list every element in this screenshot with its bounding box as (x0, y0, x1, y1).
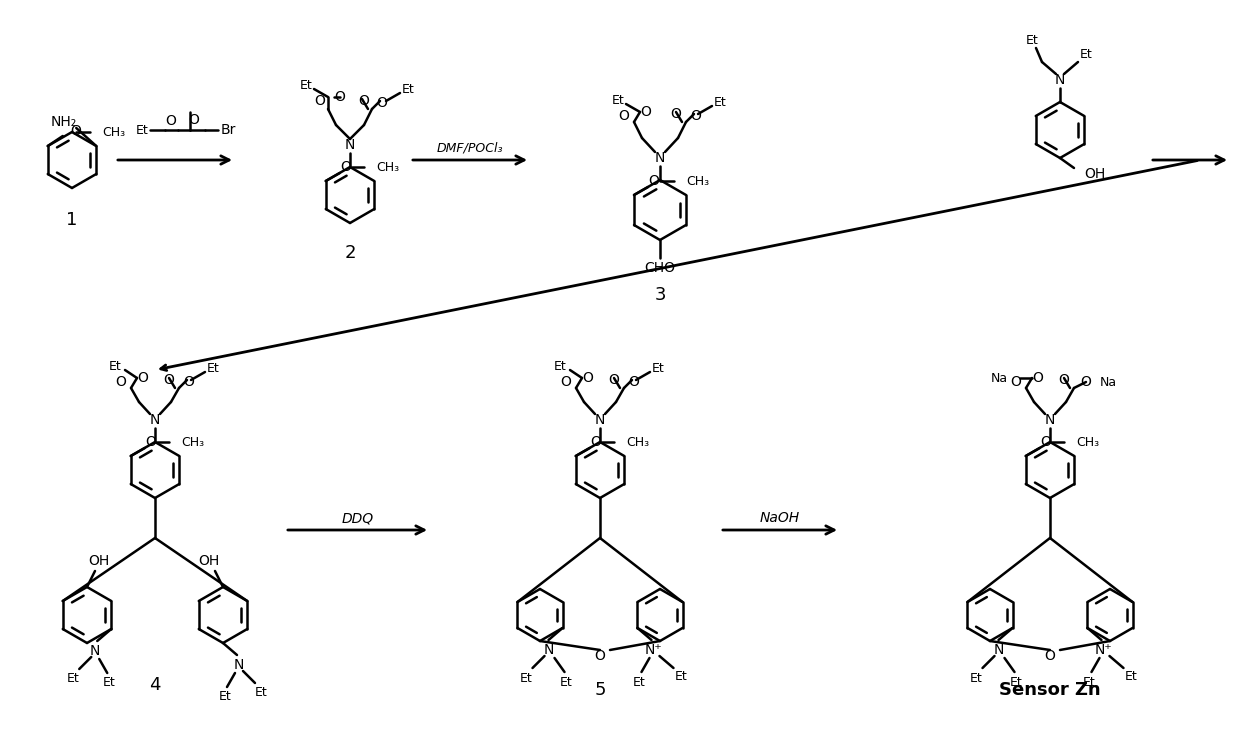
Text: O: O (1040, 435, 1052, 449)
Text: Et: Et (714, 95, 727, 109)
Text: O: O (649, 174, 660, 188)
Text: CH₃: CH₃ (626, 435, 649, 448)
Text: N⁺: N⁺ (1095, 643, 1112, 657)
Text: Et: Et (67, 672, 79, 685)
Text: O: O (560, 375, 572, 389)
Text: Et: Et (675, 669, 688, 682)
Text: Et: Et (1080, 47, 1092, 61)
Text: N: N (91, 644, 100, 658)
Text: N: N (234, 658, 244, 672)
Text: CH₃: CH₃ (102, 125, 125, 139)
Text: O: O (184, 375, 195, 389)
Text: O: O (335, 90, 346, 104)
Text: O: O (691, 109, 702, 123)
Text: Et: Et (520, 671, 533, 685)
Text: O: O (69, 124, 81, 138)
Text: Et: Et (402, 82, 414, 95)
Text: DDQ: DDQ (342, 511, 374, 525)
Text: 3: 3 (655, 286, 666, 304)
Text: O: O (164, 373, 175, 387)
Text: Et: Et (560, 676, 573, 688)
Text: Et: Et (1125, 669, 1138, 682)
Text: N⁺: N⁺ (645, 643, 662, 657)
Text: O: O (590, 435, 601, 449)
Text: O: O (1059, 373, 1069, 387)
Text: N: N (345, 138, 355, 152)
Text: Et: Et (634, 676, 646, 688)
Text: O: O (340, 160, 351, 174)
Text: O: O (1033, 371, 1043, 385)
Text: OH: OH (1084, 167, 1105, 181)
Text: O: O (1044, 649, 1055, 663)
Text: O: O (594, 649, 605, 663)
Text: 1: 1 (66, 211, 78, 229)
Text: 5: 5 (594, 681, 606, 699)
Text: CH₃: CH₃ (686, 174, 709, 187)
Text: O: O (619, 109, 630, 123)
Text: O: O (166, 114, 176, 128)
Text: 4: 4 (149, 676, 161, 694)
Text: CH₃: CH₃ (1076, 435, 1099, 448)
Text: CHO: CHO (645, 261, 676, 275)
Text: Br: Br (221, 123, 236, 137)
Text: Et: Et (103, 677, 115, 690)
Text: Et: Et (611, 93, 625, 106)
Text: Et: Et (1083, 676, 1096, 688)
Text: O: O (315, 94, 325, 108)
Text: CH₃: CH₃ (181, 435, 203, 448)
Text: Sensor Zn: Sensor Zn (999, 681, 1101, 699)
Text: Et: Et (553, 359, 567, 373)
Text: Et: Et (254, 687, 268, 700)
Text: O: O (188, 113, 200, 127)
Text: O: O (145, 435, 156, 449)
Text: N: N (993, 643, 1003, 657)
Text: Et: Et (218, 690, 232, 703)
Text: O: O (671, 107, 682, 121)
Text: DMF/POCl₃: DMF/POCl₃ (436, 141, 503, 155)
Text: N: N (595, 413, 605, 427)
Text: Et: Et (1011, 676, 1023, 688)
Text: N: N (1055, 73, 1065, 87)
Text: CH₃: CH₃ (376, 160, 399, 174)
Text: OH: OH (198, 554, 219, 568)
Text: O: O (115, 375, 126, 389)
Text: O: O (583, 371, 594, 385)
Text: O: O (1080, 375, 1091, 389)
Text: Et: Et (1025, 34, 1038, 47)
Text: Na: Na (991, 372, 1008, 384)
Text: N: N (543, 643, 554, 657)
Text: O: O (377, 96, 387, 110)
Text: NaOH: NaOH (760, 511, 800, 525)
Text: O: O (609, 373, 620, 387)
Text: NH₂: NH₂ (51, 115, 77, 129)
Text: N: N (1045, 413, 1055, 427)
Text: 2: 2 (345, 244, 356, 262)
Text: N: N (655, 151, 665, 165)
Text: OH: OH (88, 554, 109, 568)
Text: O: O (629, 375, 640, 389)
Text: Et: Et (207, 362, 219, 375)
Text: O: O (641, 105, 651, 119)
Text: Et: Et (652, 362, 665, 375)
Text: Et: Et (109, 359, 122, 373)
Text: O: O (1011, 375, 1022, 389)
Text: Et: Et (135, 123, 149, 136)
Text: N: N (150, 413, 160, 427)
Text: O: O (138, 371, 149, 385)
Text: Et: Et (300, 79, 312, 92)
Text: Et: Et (970, 671, 983, 685)
Text: O: O (358, 94, 370, 108)
Text: Na: Na (1100, 375, 1117, 389)
